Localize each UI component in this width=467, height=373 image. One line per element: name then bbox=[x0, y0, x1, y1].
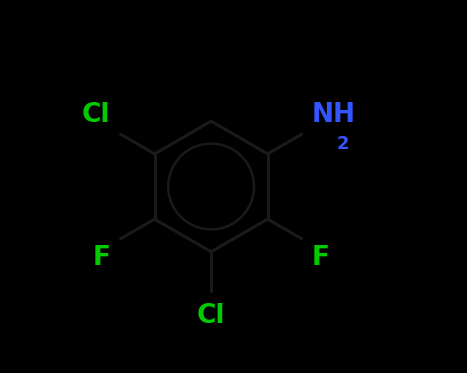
Text: 2: 2 bbox=[337, 135, 350, 153]
Text: F: F bbox=[92, 245, 111, 270]
Text: F: F bbox=[312, 245, 330, 270]
Text: Cl: Cl bbox=[197, 303, 226, 329]
Text: Cl: Cl bbox=[82, 103, 111, 128]
Text: NH: NH bbox=[312, 103, 356, 128]
